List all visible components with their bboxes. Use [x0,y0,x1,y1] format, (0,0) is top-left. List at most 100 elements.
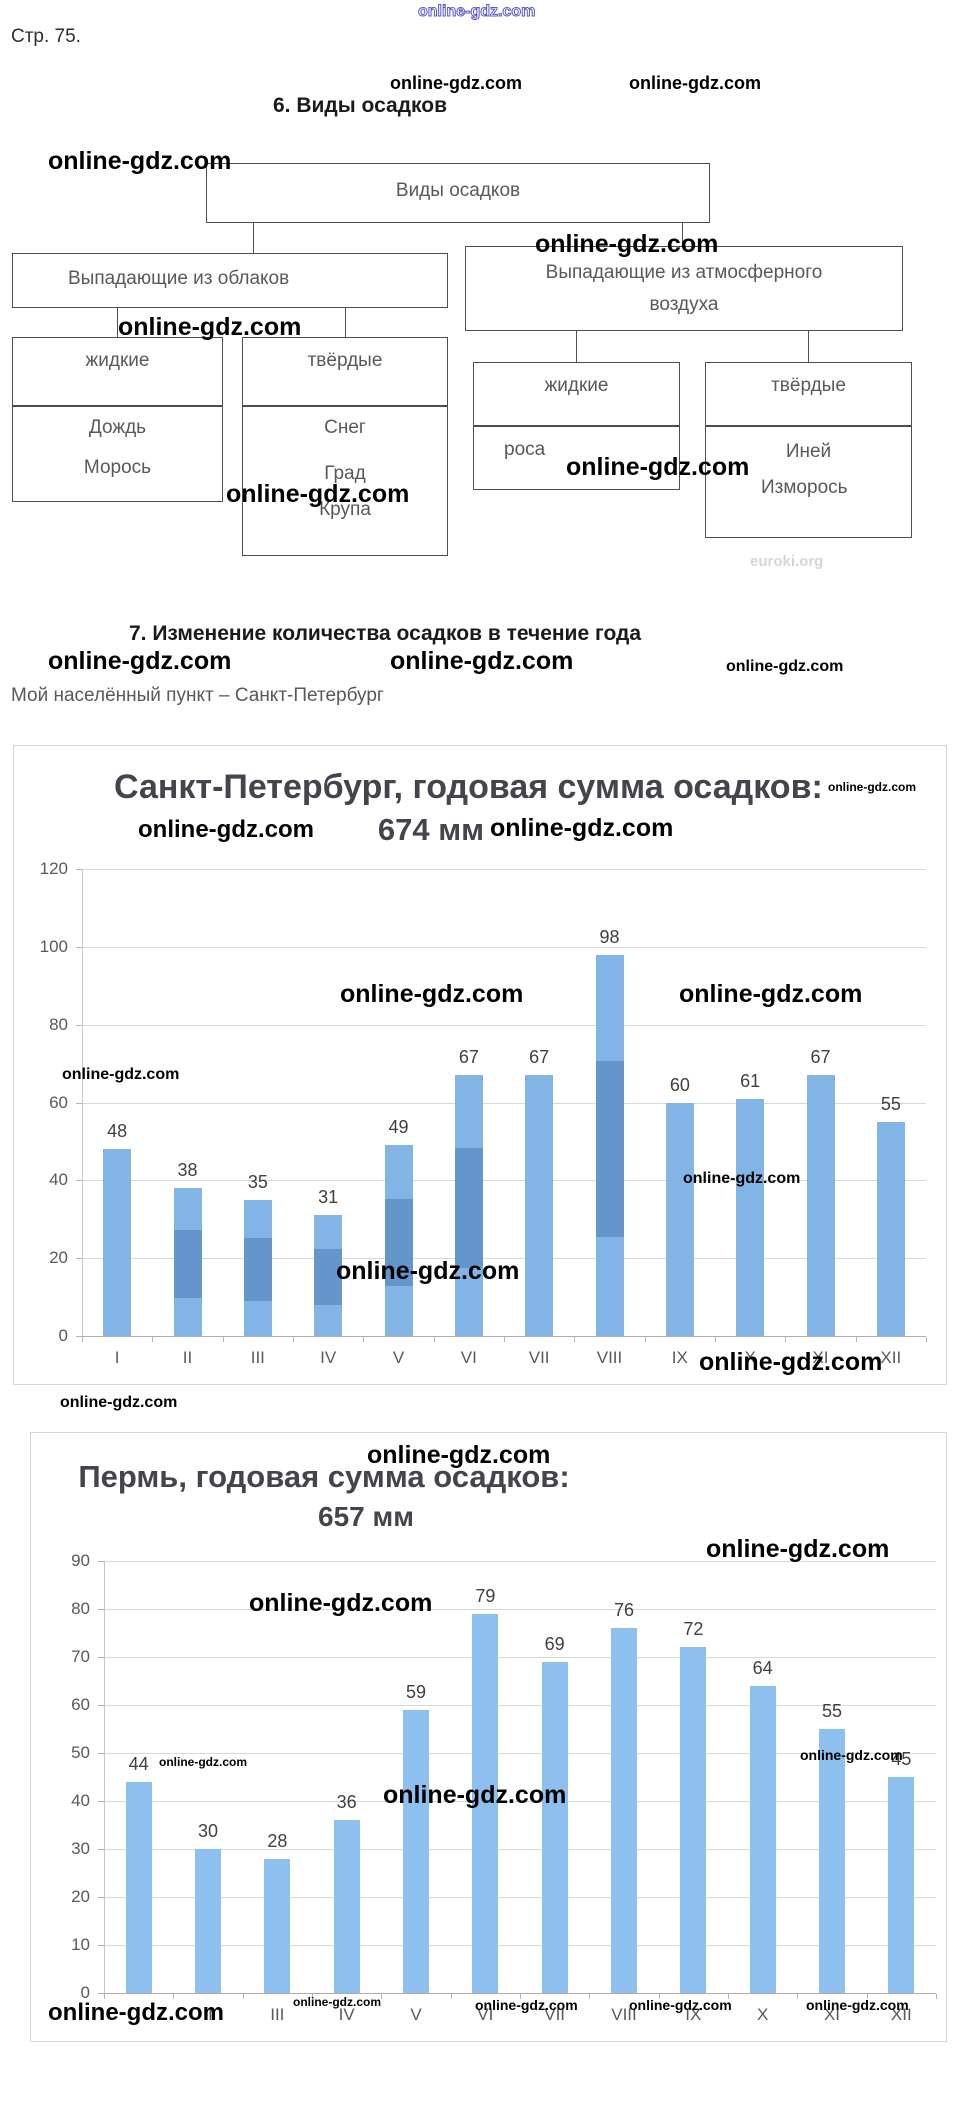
online-gdz-watermark: online-gdz.com [800,1747,903,1763]
bar-month-VII [541,1661,568,1993]
y-axis-line [104,1561,105,1993]
data-label: 55 [821,1701,843,1721]
x-tick-mark [242,1994,244,1999]
gridline [82,1102,926,1104]
online-gdz-watermark: online-gdz.com [475,1997,578,2013]
online-gdz-watermark: online-gdz.com [336,1257,520,1285]
x-axis-label: XI [812,1348,829,1367]
x-axis-label: III [270,2005,285,2024]
y-axis-tick-label: 0 [58,1326,68,1345]
gridline [104,1657,936,1658]
y-tick-mark [98,1945,104,1946]
x-tick-mark [715,1337,716,1342]
x-tick-mark [785,1337,787,1342]
y-tick-mark [76,946,82,948]
diagram-item-hail: Град [324,463,366,484]
x-axis-label: XI [823,2005,841,2024]
bar-month-I [125,1781,152,1993]
y-axis-tick-label: 40 [71,1791,90,1810]
x-axis-label: IV [320,1348,337,1367]
x-tick-mark [450,1994,452,1999]
x-axis-label: I [136,2005,142,2024]
gridline [82,1024,926,1026]
y-axis-tick-label: 60 [71,1695,90,1714]
online-gdz-watermark: online-gdz.com [806,1997,909,2013]
gridline [104,1561,936,1562]
x-tick-mark [658,1994,660,1999]
diagram-root-label: Виды осадков [395,180,521,201]
connector-line [117,308,118,337]
x-tick-mark [363,1337,365,1342]
y-tick-mark [98,1993,104,1994]
y-axis-line [82,869,83,1336]
data-label: 44 [128,1753,149,1774]
online-gdz-watermark: online-gdz.com [226,480,410,508]
x-tick-mark [504,1337,505,1342]
diagram-item-snow: Снег [324,417,366,438]
gridline [104,1801,936,1802]
bar-month-III [264,1858,291,1993]
y-tick-mark [98,1897,104,1898]
diagram-air-liquid-header: жидкие [544,375,609,396]
x-tick-mark [866,1994,868,1999]
diagram-item-drizzle: Морось [83,457,152,478]
y-axis-tick-label: 20 [71,1887,90,1906]
perm-precipitation-chart: Пермь, годовая сумма осадков: 657 мм 0 10… [30,1432,947,2042]
diagram-item-rain: Дождь [88,417,147,438]
bar-month-IX [665,1102,694,1336]
bar-month-VIII [595,954,624,1336]
data-label: 36 [336,1792,357,1813]
x-axis-label: VI [460,1348,477,1367]
x-axis-label: X [744,1348,756,1367]
gridline [104,1753,936,1754]
x-axis-label: II [203,2005,213,2024]
x-tick-mark [381,1994,383,1999]
x-tick-mark [520,1994,521,1999]
data-label: 60 [669,1074,690,1095]
x-tick-mark [82,1337,83,1342]
data-label: 28 [267,1830,288,1851]
bar-month-XI [819,1729,845,1993]
y-axis-tick-label: 30 [71,1839,90,1858]
y-axis-tick-label: 50 [71,1743,90,1762]
online-gdz-watermark: online-gdz.com [828,780,916,794]
online-gdz-watermark: online-gdz.com [293,1995,381,2009]
x-axis-label: VII [544,2005,566,2024]
y-axis-tick-label: 120 [39,859,68,878]
bar-month-V [384,1145,413,1336]
bar-month-VII [525,1075,554,1336]
x-tick-mark [728,1994,729,1999]
data-label: 48 [107,1121,128,1142]
online-gdz-watermark: online-gdz.com [726,658,844,675]
bar-month-X [749,1685,776,1993]
connector-line [808,331,809,362]
diagram-air-solid-header-box: твёрдые [705,362,912,426]
euroki-watermark: euroki.org [750,553,824,570]
y-tick-mark [76,1102,82,1104]
online-gdz-watermark: online-gdz.com [138,816,314,843]
y-tick-mark [76,1180,82,1182]
y-tick-mark [98,1609,104,1610]
online-gdz-watermark: online-gdz.com [48,1999,224,2026]
diagram-air-solid-items-box: Иней Изморось [705,426,912,538]
y-tick-mark [76,1258,82,1260]
bar-month-II [173,1188,202,1336]
connector-line [682,223,683,246]
online-gdz-watermark: online-gdz.com [159,1755,247,1769]
x-axis-label: IX [671,1348,688,1367]
x-axis-label: VI [477,2005,494,2024]
x-tick-mark [797,1994,799,1999]
x-tick-mark [574,1337,576,1342]
data-label: 59 [405,1681,427,1702]
bar-month-XI [806,1075,835,1336]
x-axis-label: X [756,2005,769,2024]
gridline [104,1897,936,1898]
diagram-item-dew: роса [504,439,546,460]
y-tick-mark [98,1561,104,1562]
y-axis-tick-label: 80 [49,1014,68,1034]
online-gdz-watermark: online-gdz.com [417,3,536,21]
page-number: Стр. 75. [11,26,81,47]
diagram-item-rime: Изморось [761,477,848,498]
gridline [82,1180,926,1182]
data-label: 35 [247,1171,268,1192]
